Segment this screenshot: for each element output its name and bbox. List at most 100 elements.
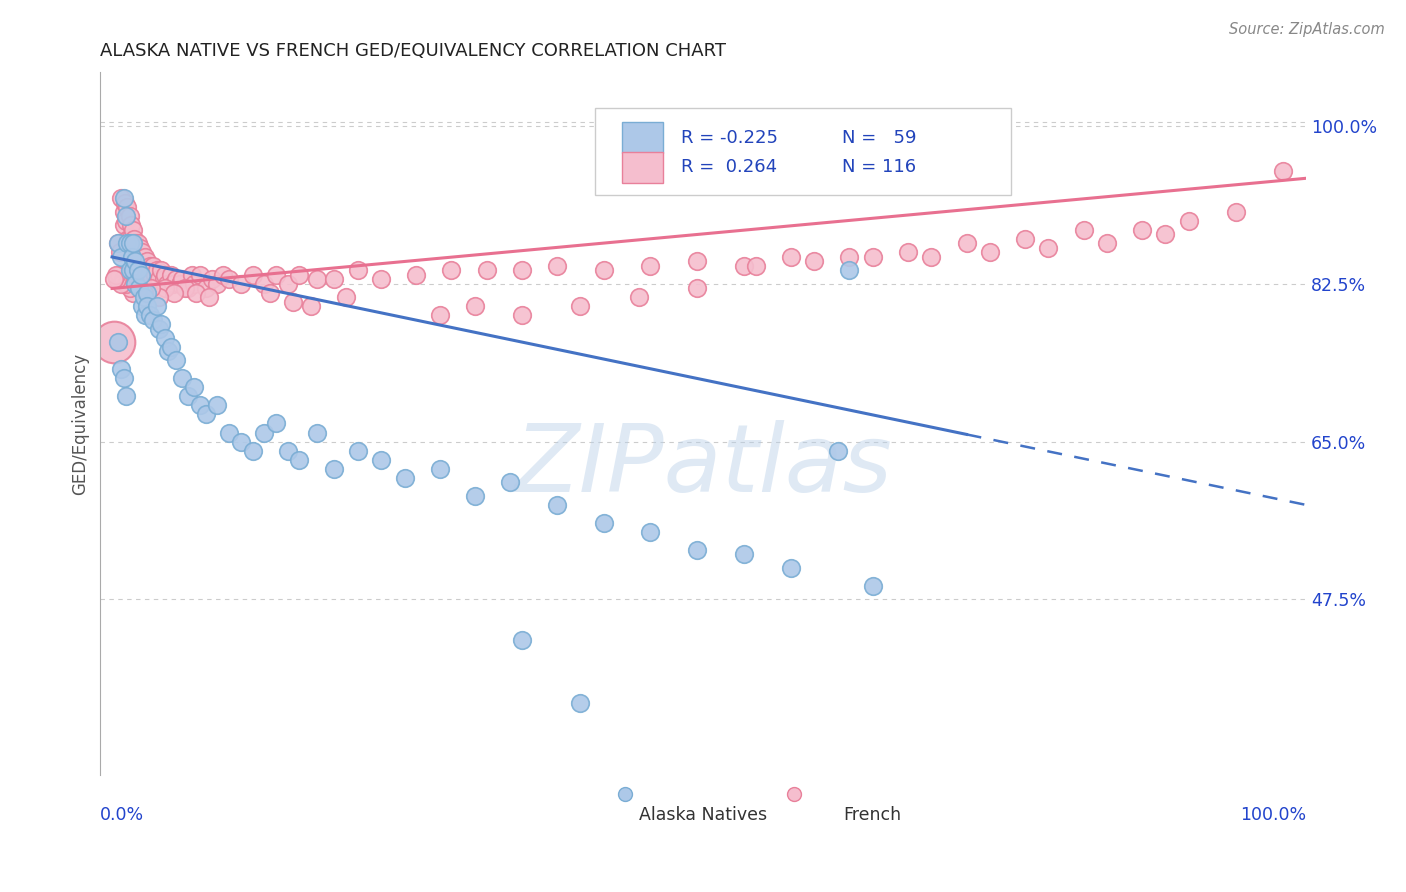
Point — [1271, 164, 1294, 178]
Point — [127, 281, 149, 295]
Point — [172, 272, 194, 286]
Point — [1154, 227, 1177, 242]
Point — [177, 389, 200, 403]
Text: 100.0%: 100.0% — [1240, 806, 1306, 824]
Point — [172, 371, 194, 385]
Point — [207, 399, 229, 413]
Point — [347, 263, 370, 277]
Point — [212, 268, 235, 282]
Point — [920, 250, 942, 264]
Point — [138, 309, 160, 323]
Point — [145, 263, 167, 277]
Point — [283, 295, 305, 310]
Point — [299, 300, 322, 314]
Point — [112, 191, 135, 205]
Point — [277, 443, 299, 458]
Point — [733, 547, 755, 561]
Point — [897, 245, 920, 260]
Point — [1014, 232, 1036, 246]
Point — [122, 223, 145, 237]
Point — [136, 285, 159, 300]
Point — [159, 268, 181, 282]
Point — [347, 443, 370, 458]
Point — [165, 272, 187, 286]
Point — [569, 696, 592, 710]
Y-axis label: GED/Equivalency: GED/Equivalency — [72, 352, 89, 494]
Point — [1130, 223, 1153, 237]
Point — [592, 516, 614, 530]
Point — [117, 232, 139, 246]
Point — [122, 263, 145, 277]
Point — [110, 250, 132, 264]
Point — [110, 277, 132, 291]
Text: French: French — [842, 806, 901, 824]
Point — [177, 281, 200, 295]
Point — [1073, 223, 1095, 237]
Point — [288, 452, 311, 467]
Point — [499, 475, 522, 489]
Point — [131, 268, 153, 282]
Point — [145, 268, 167, 282]
Point — [153, 268, 176, 282]
Point — [979, 245, 1001, 260]
Point — [136, 254, 159, 268]
Point — [1178, 214, 1201, 228]
Point — [955, 236, 977, 251]
Point — [148, 290, 170, 304]
Text: 0.0%: 0.0% — [100, 806, 145, 824]
Point — [780, 250, 803, 264]
Point — [429, 309, 451, 323]
Point — [405, 268, 427, 282]
Point — [150, 318, 173, 332]
Point — [686, 254, 709, 268]
Point — [110, 191, 132, 205]
Point — [159, 340, 181, 354]
Point — [125, 245, 148, 260]
Point — [188, 268, 211, 282]
Point — [464, 489, 486, 503]
Point — [142, 259, 165, 273]
Point — [394, 470, 416, 484]
Point — [264, 268, 287, 282]
Point — [136, 263, 159, 277]
Point — [118, 263, 141, 277]
Point — [803, 254, 825, 268]
Point — [111, 272, 134, 286]
Point — [115, 277, 138, 291]
Point — [194, 281, 217, 295]
Point — [183, 277, 205, 291]
Text: R =  0.264: R = 0.264 — [682, 158, 778, 177]
Text: ALASKA NATIVE VS FRENCH GED/EQUIVALENCY CORRELATION CHART: ALASKA NATIVE VS FRENCH GED/EQUIVALENCY … — [100, 42, 727, 60]
Point — [153, 331, 176, 345]
Point — [112, 219, 135, 233]
Point — [229, 277, 252, 291]
Point — [118, 232, 141, 246]
Point — [148, 322, 170, 336]
Point — [124, 232, 146, 246]
Point — [103, 272, 125, 286]
Point — [103, 335, 125, 350]
Point — [305, 425, 328, 440]
Point — [107, 335, 129, 350]
Point — [640, 259, 662, 273]
Point — [131, 245, 153, 260]
Point — [323, 272, 346, 286]
Point — [132, 285, 155, 300]
Point — [115, 214, 138, 228]
Point — [165, 353, 187, 368]
Text: N =   59: N = 59 — [842, 128, 917, 146]
Text: Alaska Natives: Alaska Natives — [640, 806, 768, 824]
Point — [277, 277, 299, 291]
Point — [264, 417, 287, 431]
Point — [1038, 241, 1060, 255]
Point — [370, 272, 392, 286]
Point — [592, 263, 614, 277]
Point — [253, 277, 276, 291]
Point — [110, 245, 132, 260]
Point — [1095, 236, 1118, 251]
Point — [207, 277, 229, 291]
Point — [124, 236, 146, 251]
Point — [546, 259, 568, 273]
Point — [112, 205, 135, 219]
Point — [440, 263, 463, 277]
